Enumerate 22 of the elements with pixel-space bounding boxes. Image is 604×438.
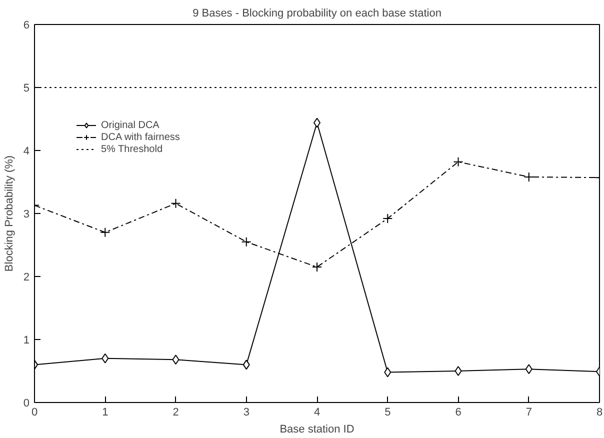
y-tick-label: 0	[23, 398, 30, 410]
y-tick-label: 6	[23, 20, 30, 32]
x-tick-label: 2	[172, 406, 179, 418]
legend-label: DCA with fairness	[101, 131, 180, 143]
x-tick-label: 0	[31, 406, 38, 418]
chart-title: 9 Bases - Blocking probability on each base station	[192, 8, 442, 20]
y-tick-label: 3	[23, 208, 30, 220]
y-tick-label: 1	[23, 334, 30, 346]
x-tick-label: 3	[243, 406, 250, 418]
y-tick-label: 5	[23, 82, 30, 94]
x-tick-label: 4	[314, 406, 320, 418]
x-axis-title: Base station ID	[280, 424, 354, 436]
legend-label: 5% Threshold	[101, 143, 163, 155]
y-axis-title: Blocking Probability (%)	[3, 155, 16, 272]
y-tick-label: 2	[23, 272, 30, 284]
x-tick-label: 1	[102, 406, 108, 418]
x-tick-label: 7	[526, 406, 532, 418]
y-tick-label: 4	[23, 146, 30, 158]
x-tick-label: 8	[596, 406, 603, 418]
x-tick-label: 6	[455, 406, 462, 418]
legend-label: Original DCA	[101, 119, 160, 131]
x-tick-label: 5	[384, 406, 391, 418]
